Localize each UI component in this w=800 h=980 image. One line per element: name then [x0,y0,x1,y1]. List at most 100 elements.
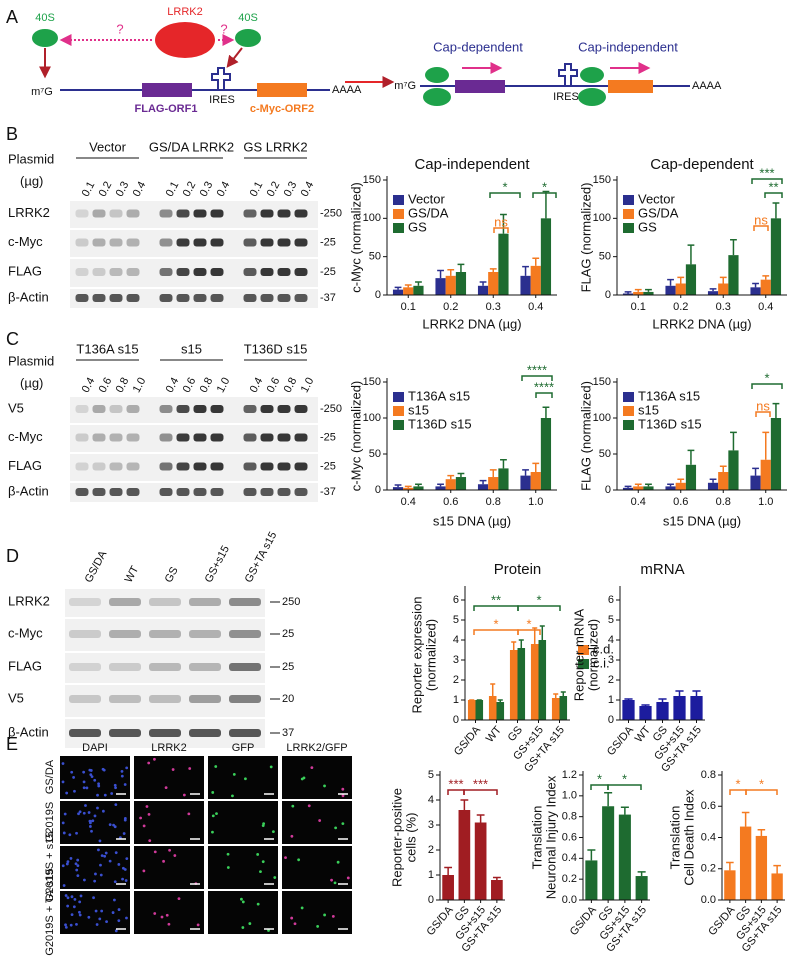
cell [310,766,314,769]
band [176,209,190,218]
cell [262,822,266,826]
x-tick-label: 0.3 [716,301,731,313]
cell [69,923,73,927]
lane-label: 1.0 [299,376,317,395]
band [277,405,291,413]
y-tick-label: 2 [428,844,434,856]
cap: m⁷G [31,86,53,98]
bar [413,486,424,490]
lane-label: 0.1 [80,180,98,199]
cell [117,919,121,923]
cell [267,929,270,932]
legend-label: T136A s15 [408,388,470,403]
error-bar [620,806,629,815]
cell [171,768,175,771]
cell [68,833,72,837]
cell [114,929,118,933]
micrograph [60,891,130,934]
cell [88,825,92,828]
bar [750,475,761,490]
band [92,405,106,413]
cell [93,778,97,782]
band [189,630,221,638]
cell [323,784,326,788]
x-axis-label: s15 DNA (µg) [433,513,511,528]
legend-label: s15 [408,402,429,417]
cell [87,811,91,814]
y-tick-label: 1 [428,869,434,881]
band [176,488,190,496]
cell [323,913,326,917]
chart-title: Cap-dependent [650,156,754,173]
y-axis-label: c-Myc (normalized) [348,182,363,293]
row-label: FLAG [8,263,42,278]
band [92,268,106,276]
group-label: s15 [181,341,202,356]
error-bar [490,683,496,696]
error-bar [677,478,685,483]
cell [70,895,74,899]
chart-title: Cap-independent [414,156,530,173]
y-axis-label: Reporter mRNA [571,608,586,701]
marker-label: -250 [320,403,342,415]
significance-label: * [622,771,627,786]
cell [75,831,78,835]
cell [307,804,311,808]
orf [257,83,307,97]
error-bar [492,876,501,880]
band [126,488,140,496]
lane-label: 0.1 [164,180,182,199]
cell [188,767,192,770]
cell [61,762,65,765]
lane-label: GS+s15 [203,544,232,585]
x-tick-label: GS/DA [452,724,484,758]
band [126,462,140,471]
orf-label: FLAG-ORF1 [135,103,198,115]
band [159,238,173,247]
band [294,433,308,442]
bar [458,810,471,900]
legend-label: GS/DA [408,205,449,220]
row-label: V5 [8,400,24,415]
y-tick-label: 0.2 [562,873,577,885]
band [92,294,106,302]
significance-label: *** [448,776,463,791]
x-tick-label: GS/DA [568,904,600,938]
cell [142,869,146,873]
cell [273,876,277,879]
legend-label: s15 [638,402,659,417]
axes [721,771,785,901]
cell [302,776,306,780]
significance-label: ns [754,212,768,227]
band [294,488,308,496]
significance-bracket [751,383,783,389]
cell [101,809,105,813]
significance-label: ns [494,214,508,229]
bar [498,233,509,295]
cell [98,839,102,843]
significance-bracket [535,392,553,398]
band [176,268,190,276]
plasmid-label: Plasmid [8,151,54,166]
blot-image [70,200,318,308]
error-bar [709,288,717,292]
lane-label: 1.0 [131,376,149,395]
lane-label: 0.8 [282,376,300,395]
band [126,268,140,276]
band [277,268,291,276]
significance-label: ns [756,398,770,413]
bar [403,287,414,295]
cell [167,922,171,926]
y-axis-label: (normalized) [585,619,600,691]
y-tick-label: 150 [363,174,381,186]
band [69,630,101,638]
bar [618,814,631,900]
cell [103,793,107,797]
x-tick-label: 0.2 [673,301,688,313]
cell [316,925,320,928]
bar [445,275,456,295]
cell [300,906,304,910]
y-tick-label: 4 [428,794,434,806]
error-bar [762,275,770,280]
error-bar [415,281,422,286]
